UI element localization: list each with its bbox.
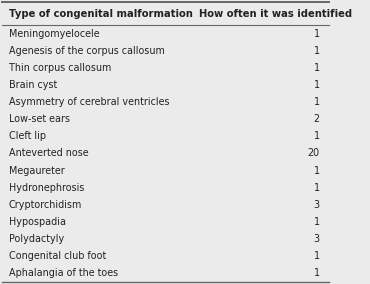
Text: 1: 1 bbox=[313, 29, 320, 39]
Text: Aphalangia of the toes: Aphalangia of the toes bbox=[9, 268, 118, 278]
Text: Agenesis of the corpus callosum: Agenesis of the corpus callosum bbox=[9, 46, 165, 56]
Text: 3: 3 bbox=[313, 200, 320, 210]
Text: Cryptorchidism: Cryptorchidism bbox=[9, 200, 82, 210]
Text: 2: 2 bbox=[314, 114, 320, 124]
Text: 1: 1 bbox=[313, 131, 320, 141]
Text: 1: 1 bbox=[313, 166, 320, 176]
Text: Type of congenital malformation: Type of congenital malformation bbox=[9, 9, 192, 18]
Text: Low-set ears: Low-set ears bbox=[9, 114, 70, 124]
Text: Hypospadia: Hypospadia bbox=[9, 217, 65, 227]
Text: 1: 1 bbox=[313, 217, 320, 227]
Text: Anteverted nose: Anteverted nose bbox=[9, 149, 88, 158]
Text: How often it was identified: How often it was identified bbox=[199, 9, 352, 18]
Text: 1: 1 bbox=[313, 97, 320, 107]
Text: Hydronephrosis: Hydronephrosis bbox=[9, 183, 84, 193]
Text: 3: 3 bbox=[313, 234, 320, 244]
Text: 1: 1 bbox=[313, 63, 320, 73]
Text: Cleft lip: Cleft lip bbox=[9, 131, 46, 141]
Text: Congenital club foot: Congenital club foot bbox=[9, 251, 106, 261]
Text: 1: 1 bbox=[313, 268, 320, 278]
Text: 1: 1 bbox=[313, 251, 320, 261]
Text: Asymmetry of cerebral ventricles: Asymmetry of cerebral ventricles bbox=[9, 97, 169, 107]
Text: Brain cyst: Brain cyst bbox=[9, 80, 57, 90]
Text: 1: 1 bbox=[313, 183, 320, 193]
Text: Thin corpus callosum: Thin corpus callosum bbox=[9, 63, 111, 73]
Text: 20: 20 bbox=[307, 149, 320, 158]
Text: Polydactyly: Polydactyly bbox=[9, 234, 64, 244]
Text: 1: 1 bbox=[313, 80, 320, 90]
Text: 1: 1 bbox=[313, 46, 320, 56]
Text: Meningomyelocele: Meningomyelocele bbox=[9, 29, 99, 39]
Text: Megaureter: Megaureter bbox=[9, 166, 64, 176]
